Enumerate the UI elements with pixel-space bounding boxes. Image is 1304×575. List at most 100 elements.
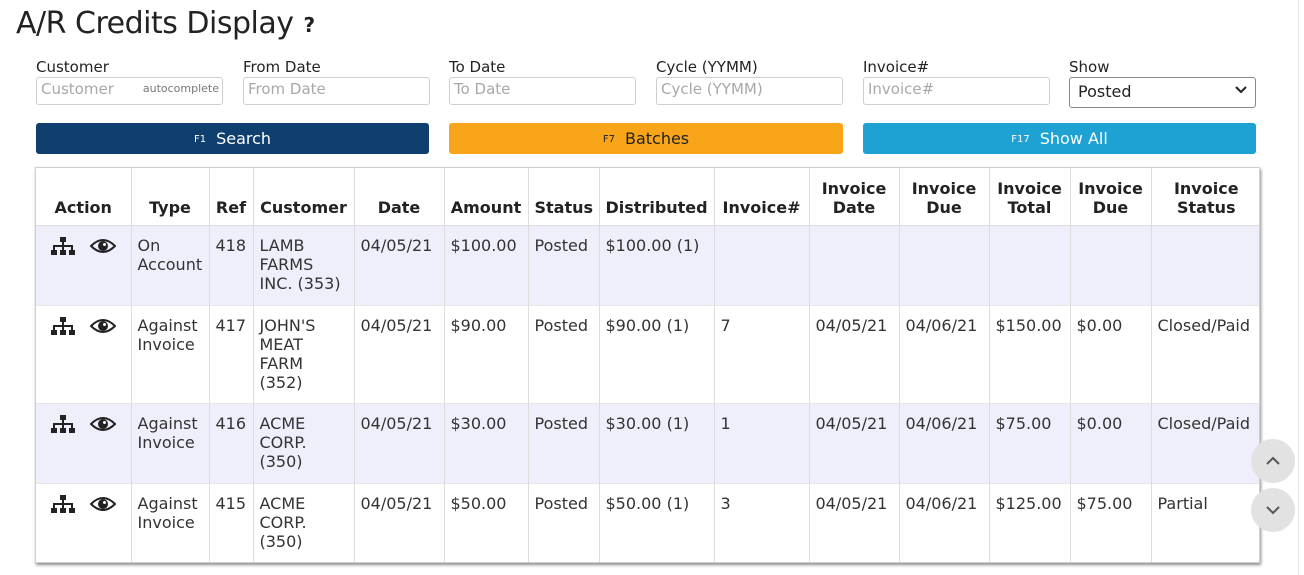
cell-customer: ACME CORP. (350) [253,483,355,562]
cell-invoice-due-date: 04/06/21 [899,403,990,483]
cell-status: Posted [528,483,600,562]
to-date-input[interactable]: To Date [449,77,636,105]
cell-type: Against Invoice [131,305,210,403]
cell-type: Against Invoice [131,403,210,483]
eye-icon[interactable] [89,414,117,440]
page-title-text: A/R Credits Display [16,6,294,41]
cell-status: Posted [528,305,600,403]
col-header-date: Date [354,168,445,226]
action-cell [36,403,132,483]
filter-show: Show Posted [1069,58,1256,108]
credits-table: Action Type Ref Customer Date Amount Sta… [36,168,1259,562]
invoice-input[interactable]: Invoice# [863,77,1050,105]
customer-input[interactable]: Customer autocomplete [36,77,223,105]
page-right-edge [1298,0,1304,575]
cell-distributed: $30.00 (1) [599,403,715,483]
cell-date: 04/05/21 [354,403,445,483]
cell-invoice-total: $125.00 [989,483,1071,562]
hierarchy-icon[interactable] [50,494,76,520]
cell-type: Against Invoice [131,483,210,562]
to-date-placeholder: To Date [454,80,511,98]
table-row: Against Invoice 417 JOHN'S MEAT FARM (35… [36,305,1259,403]
cell-status: Posted [528,403,600,483]
action-cell [36,305,132,403]
table-header-row: Action Type Ref Customer Date Amount Sta… [36,168,1259,226]
col-header-invoice-due-date: Invoice Due [899,168,990,226]
cell-invoice-status: Partial [1157,493,1208,513]
cell-amount: $50.00 [444,483,529,562]
filter-customer: Customer Customer autocomplete [36,58,223,105]
cell-invoice-due: $0.00 [1070,305,1152,403]
cell-invoice-date: 04/05/21 [809,305,900,403]
cell-invoice-due: $0.00 [1070,403,1152,483]
to-date-label: To Date [449,58,506,76]
cell-status: Posted [528,225,600,305]
from-date-placeholder: From Date [248,80,326,98]
autocomplete-hint: autocomplete [142,82,219,95]
show-all-button[interactable]: F17 Show All [863,123,1256,154]
col-header-invoice-status: Invoice Status [1151,168,1259,226]
cell-amount: $100.00 [444,225,529,305]
chevron-down-icon [1235,83,1247,99]
cell-amount: $30.00 [444,403,529,483]
search-label: Search [216,129,272,148]
cell-invoice-due [1070,225,1152,305]
filter-cycle: Cycle (YYMM) Cycle (YYMM) [656,58,843,105]
col-header-invoice-total: Invoice Total [989,168,1071,226]
cell-invoice-total: $75.00 [989,403,1071,483]
cell-customer: JOHN'S MEAT FARM (352) [253,305,355,403]
scroll-up-button[interactable] [1251,439,1295,483]
eye-icon[interactable] [89,316,117,342]
cell-date: 04/05/21 [354,305,445,403]
cell-distributed: $90.00 (1) [599,305,715,403]
table-row: On Account 418 LAMB FARMS INC. (353) 04/… [36,225,1259,305]
customer-label: Customer [36,58,109,76]
hierarchy-icon[interactable] [50,414,76,440]
from-date-label: From Date [243,58,321,76]
cell-date: 04/05/21 [354,483,445,562]
batches-button[interactable]: F7 Batches [449,123,843,154]
table-row: Against Invoice 416 ACME CORP. (350) 04/… [36,403,1259,483]
cell-invoice-no: 1 [714,403,810,483]
cell-type: On Account [131,225,210,305]
cell-ref: 415 [209,483,254,562]
show-all-fkey: F17 [1011,134,1030,145]
cell-distributed: $50.00 (1) [599,483,715,562]
hierarchy-icon[interactable] [50,316,76,342]
page-title: A/R Credits Display? [16,6,315,41]
cell-invoice-status: Closed/Paid [1151,403,1259,483]
chevron-down-icon [1265,503,1281,522]
eye-icon[interactable] [89,236,117,262]
action-cell [36,483,132,562]
cell-invoice-status [1151,225,1259,305]
invoice-label: Invoice# [863,58,930,76]
filter-invoice: Invoice# Invoice# [863,58,1050,105]
show-selected-value: Posted [1078,82,1132,101]
col-header-amount: Amount [444,168,529,226]
action-cell [36,225,132,305]
from-date-input[interactable]: From Date [243,77,430,105]
col-header-invoice-due: Invoice Due [1070,168,1152,226]
cell-ref: 418 [209,225,254,305]
cell-amount: $90.00 [444,305,529,403]
col-header-action: Action [36,168,132,226]
show-label: Show [1069,58,1110,76]
hierarchy-icon[interactable] [50,236,76,262]
search-button[interactable]: F1 Search [36,123,429,154]
cell-invoice-no: 3 [714,483,810,562]
cell-ref: 417 [209,305,254,403]
cell-invoice-due-date: 04/06/21 [899,483,990,562]
eye-icon[interactable] [89,494,117,520]
cell-invoice-due-date: 04/06/21 [899,305,990,403]
col-header-ref: Ref [209,168,254,226]
help-icon[interactable]: ? [303,12,315,37]
show-select[interactable]: Posted [1069,77,1256,108]
credits-table-container: Action Type Ref Customer Date Amount Sta… [35,167,1260,563]
cycle-input[interactable]: Cycle (YYMM) [656,77,843,105]
scroll-down-button[interactable] [1251,488,1295,532]
filter-from-date: From Date From Date [243,58,430,105]
cell-invoice-no [714,225,810,305]
cell-customer: ACME CORP. (350) [253,403,355,483]
cycle-placeholder: Cycle (YYMM) [661,80,763,98]
col-header-invoice-date: Invoice Date [809,168,900,226]
